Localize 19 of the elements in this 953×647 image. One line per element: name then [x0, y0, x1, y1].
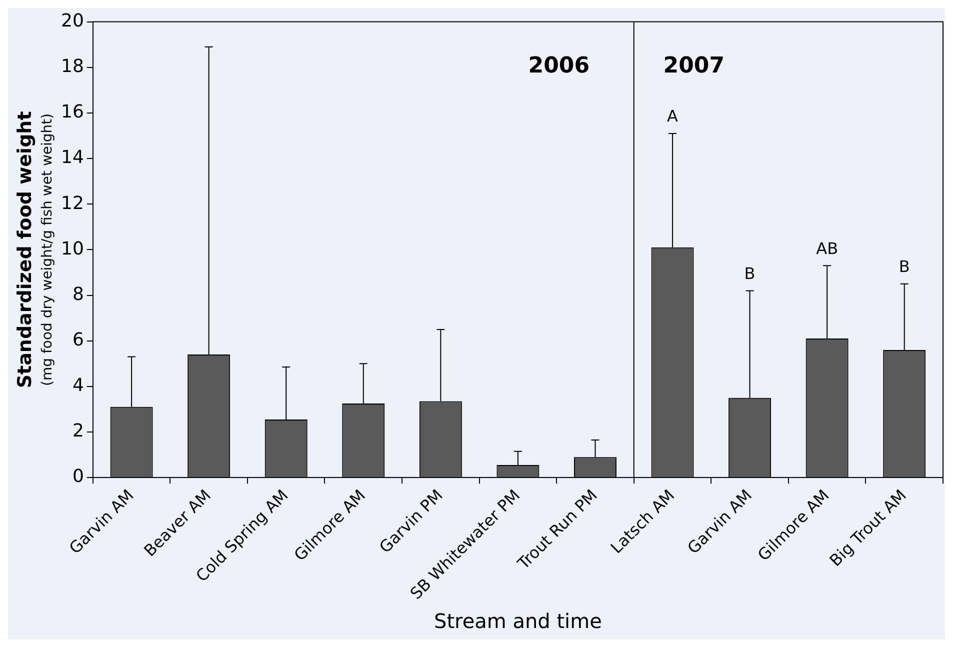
- y-tick-label: 16: [61, 102, 84, 123]
- y-tick-label: 8: [72, 284, 84, 305]
- annotation: 2007: [663, 54, 724, 79]
- annotation: 2006: [528, 54, 590, 79]
- y-tick-label: 18: [61, 56, 84, 78]
- y-tick-label: 20: [61, 10, 84, 32]
- y-tick-label: 4: [72, 375, 84, 396]
- annotation: AB: [816, 238, 838, 258]
- x-axis-title: Stream and time: [434, 609, 602, 634]
- y-tick-label: 6: [72, 330, 84, 351]
- y-tick-label: 2: [72, 420, 84, 442]
- y-tick-label: 10: [61, 238, 84, 260]
- y-tick-label: 0: [72, 466, 84, 488]
- y-axis-title: Standardized food weight (mg food dry weight/g fish wet weight): [14, 111, 56, 388]
- annotation: B: [898, 257, 910, 276]
- annotation: B: [744, 264, 756, 283]
- annotation: A: [667, 106, 678, 126]
- y-tick-label: 12: [61, 192, 84, 214]
- y-tick-label: 14: [61, 147, 84, 168]
